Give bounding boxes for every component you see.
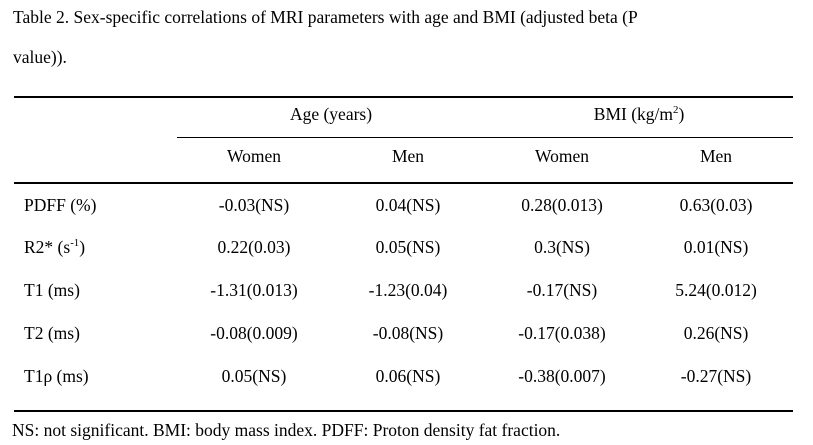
table-container: Age (years) BMI (kg/m2) Women Men Women … bbox=[14, 96, 794, 412]
column-header-bmi-women: Women bbox=[485, 137, 640, 184]
parameter-label: T1ρ (ms) bbox=[24, 366, 89, 386]
parameter-label: T2 (ms) bbox=[24, 323, 80, 343]
table-row: T2 (ms) -0.08(0.009) -0.08(NS) -0.17(0.038)… bbox=[14, 312, 793, 355]
correlation-value: -0.27(NS) bbox=[680, 366, 752, 386]
correlation-value: 0.04(NS) bbox=[375, 194, 441, 215]
correlation-value: -0.08(0.009) bbox=[210, 323, 298, 343]
column-header-bmi-men: Men bbox=[639, 137, 794, 184]
group-header-bmi: BMI (kg/m2) bbox=[485, 97, 794, 138]
correlation-value: -0.08(NS) bbox=[372, 323, 444, 343]
correlation-value: 0.3(NS) bbox=[534, 237, 590, 257]
column-header-age-men: Men bbox=[331, 137, 486, 184]
correlations-table: Age (years) BMI (kg/m2) Women Men Women … bbox=[14, 96, 794, 398]
table-row: R2* (s-1) 0.22(0.03) 0.05(NS) 0.3(NS) 0.01(N… bbox=[14, 226, 793, 269]
correlation-value: -0.17(0.038) bbox=[518, 323, 606, 343]
correlation-value: 0.28(0.013) bbox=[521, 194, 603, 215]
correlation-value: 0.06(NS) bbox=[375, 366, 441, 386]
correlation-value: 0.63(0.03) bbox=[679, 194, 753, 215]
table-header: Age (years) BMI (kg/m2) Women Men Women … bbox=[14, 97, 794, 184]
correlation-value: -0.17(NS) bbox=[526, 280, 598, 300]
table-row: T1ρ (ms) 0.05(NS) 0.06(NS) -0.38(0.007) -0.2… bbox=[14, 355, 793, 398]
correlation-value: 0.05(NS) bbox=[375, 237, 441, 257]
correlation-value: -1.31(0.013) bbox=[210, 280, 298, 300]
parameter-label: PDFF (%) bbox=[24, 194, 97, 215]
correlation-value: -1.23(0.04) bbox=[368, 280, 448, 300]
correlation-value: 0.05(NS) bbox=[221, 366, 287, 386]
correlation-value: -0.38(0.007) bbox=[518, 366, 606, 386]
table-row: T1 (ms) -1.31(0.013) -1.23(0.04) -0.17(NS) 5… bbox=[14, 269, 793, 312]
column-header-age-women: Women bbox=[177, 137, 331, 184]
table-row: PDFF (%) -0.03(NS) 0.04(NS) 0.28(0.013) 0.63… bbox=[14, 183, 793, 226]
correlation-value: 5.24(0.012) bbox=[675, 280, 757, 300]
parameter-label: R2* (s-1) bbox=[24, 237, 86, 257]
table-footnote: NS: not significant. BMI: body mass inde… bbox=[12, 420, 561, 440]
group-header-age: Age (years) bbox=[177, 97, 486, 138]
table-caption: Table 2. Sex-specific correlations of MR… bbox=[13, 0, 638, 77]
table-body: PDFF (%) -0.03(NS) 0.04(NS) 0.28(0.013) 0.63… bbox=[14, 183, 793, 398]
correlation-value: -0.03(NS) bbox=[218, 194, 290, 215]
correlation-value: 0.22(0.03) bbox=[217, 237, 291, 257]
table-caption-line2: value)). bbox=[13, 47, 67, 67]
parameter-label: T1 (ms) bbox=[24, 280, 80, 300]
column-header-row: Women Men Women Men bbox=[14, 137, 794, 184]
correlation-value: 0.01(NS) bbox=[683, 237, 749, 257]
correlation-value: 0.26(NS) bbox=[683, 323, 749, 343]
empty-corner-cell bbox=[14, 137, 177, 184]
group-header-row: Age (years) BMI (kg/m2) bbox=[14, 97, 794, 138]
empty-corner-cell bbox=[14, 97, 177, 137]
table-caption-line1: Table 2. Sex-specific correlations of MR… bbox=[13, 7, 638, 27]
